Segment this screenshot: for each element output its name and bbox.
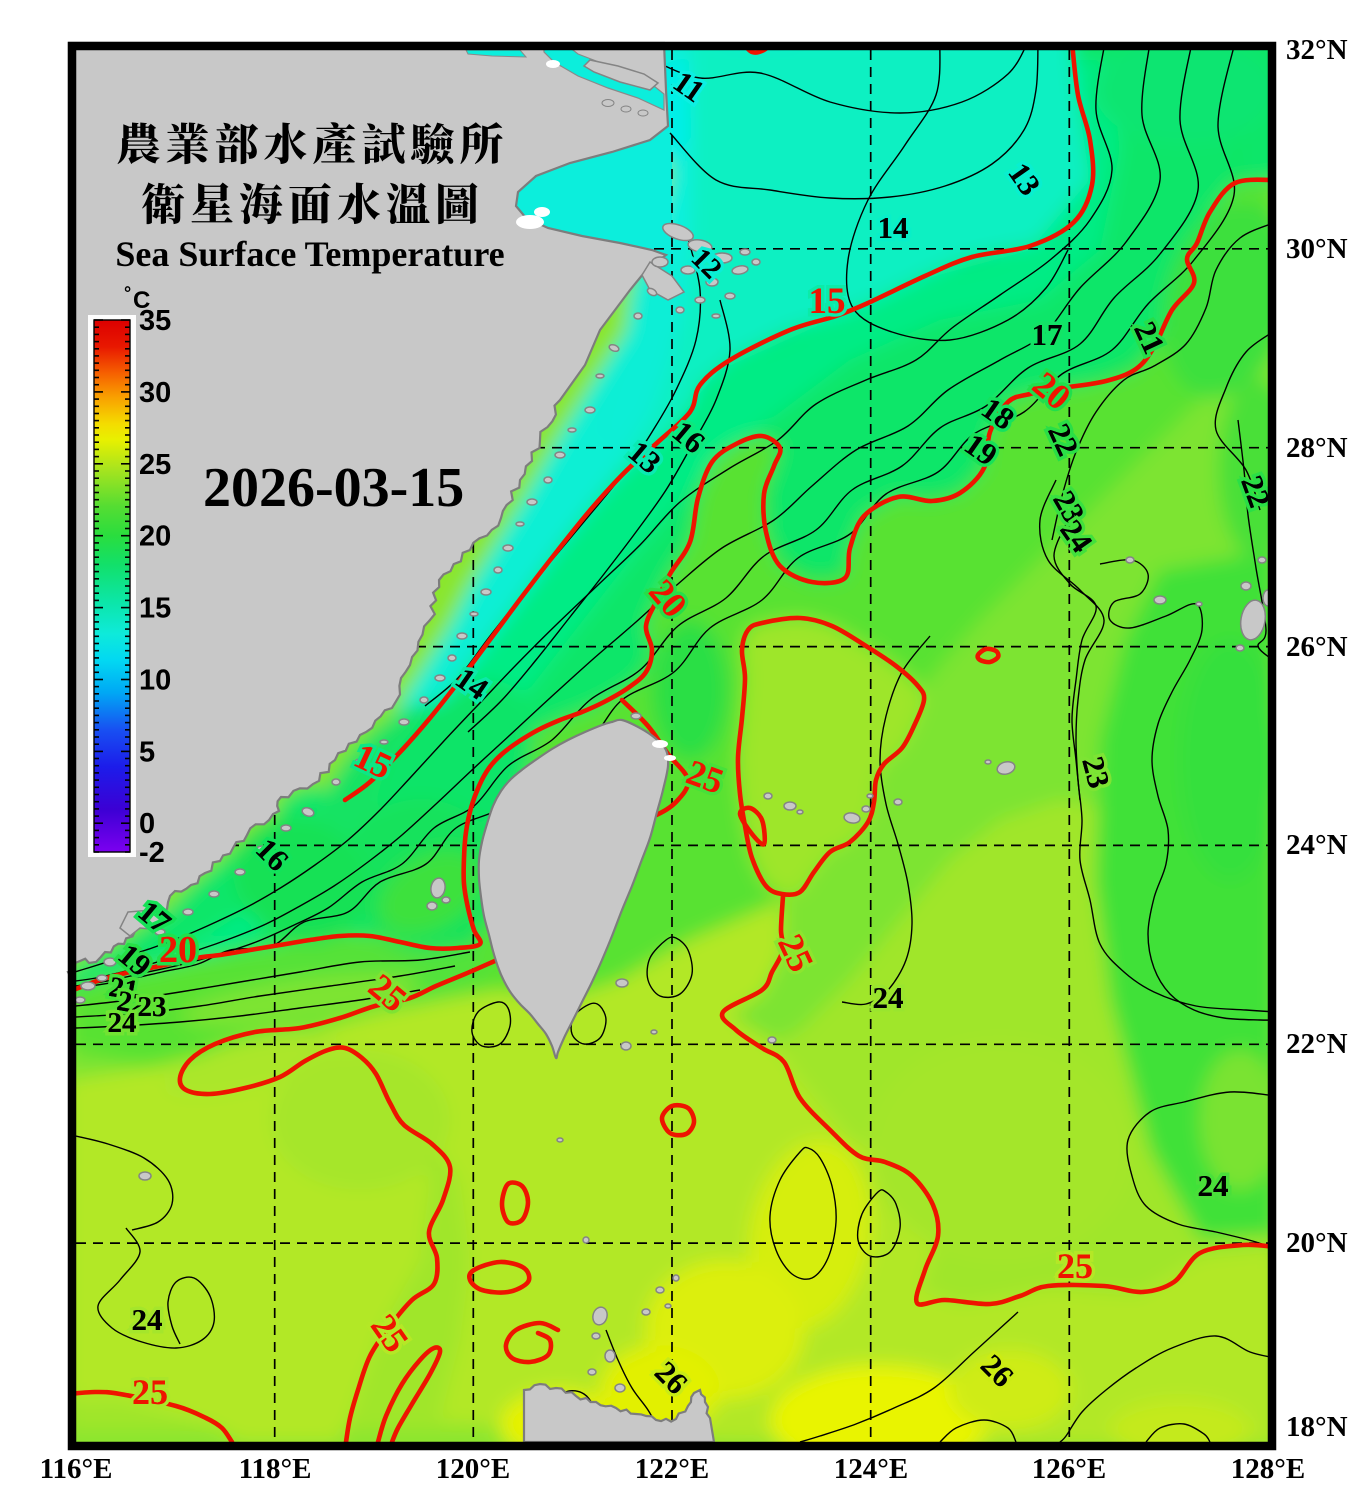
svg-text:-2: -2 [139,837,165,869]
svg-text:2026-03-15: 2026-03-15 [203,457,464,519]
svg-text:5: 5 [139,736,155,768]
svg-text:17: 17 [1032,317,1063,352]
svg-text:C: C [133,287,150,314]
svg-text:22: 22 [115,985,149,1022]
svg-text:10: 10 [139,665,171,697]
svg-text:24: 24 [873,980,904,1015]
svg-text:24: 24 [873,980,904,1015]
svg-text:126°E: 126°E [1032,1453,1106,1485]
svg-text:28°N: 28°N [1286,432,1348,464]
svg-text:30°N: 30°N [1286,233,1348,265]
svg-text:24: 24 [132,1302,163,1337]
svg-text:25: 25 [1057,1246,1093,1286]
svg-text:32°N: 32°N [1286,34,1348,66]
svg-text:23: 23 [138,991,167,1023]
svg-text:22°N: 22°N [1286,1028,1348,1060]
svg-text:116°E: 116°E [40,1453,113,1485]
svg-text:20: 20 [159,929,197,971]
svg-text:°: ° [124,283,131,303]
svg-text:14: 14 [878,210,909,245]
svg-text:25: 25 [132,1372,168,1412]
svg-text:20: 20 [159,929,197,971]
svg-text:17: 17 [1032,317,1063,352]
svg-text:24: 24 [1198,1168,1229,1203]
svg-text:Sea Surface Temperature: Sea Surface Temperature [115,234,504,274]
svg-text:25: 25 [1057,1246,1093,1286]
svg-text:20°N: 20°N [1286,1227,1348,1259]
svg-text:15: 15 [809,281,846,322]
svg-text:0: 0 [139,808,155,840]
svg-text:14: 14 [878,210,909,245]
svg-text:128°E: 128°E [1231,1453,1305,1485]
svg-text:15: 15 [809,281,846,322]
svg-text:15: 15 [139,593,171,625]
svg-text:24: 24 [132,1302,163,1337]
svg-text:124°E: 124°E [834,1453,908,1485]
svg-text:120°E: 120°E [436,1453,510,1485]
svg-text:24: 24 [108,1007,137,1039]
svg-text:30: 30 [139,377,171,409]
svg-text:18°N: 18°N [1286,1411,1348,1443]
svg-text:20: 20 [139,521,171,553]
svg-text:24: 24 [1198,1168,1229,1203]
svg-text:21: 21 [107,971,141,1008]
svg-text:122°E: 122°E [635,1453,709,1485]
svg-text:24: 24 [108,1007,137,1039]
svg-text:25: 25 [139,449,171,481]
svg-text:118°E: 118°E [239,1453,312,1485]
svg-text:23: 23 [138,991,167,1023]
svg-text:24°N: 24°N [1286,829,1348,861]
svg-text:26°N: 26°N [1286,631,1348,663]
svg-text:35: 35 [139,305,171,337]
svg-text:25: 25 [132,1372,168,1412]
